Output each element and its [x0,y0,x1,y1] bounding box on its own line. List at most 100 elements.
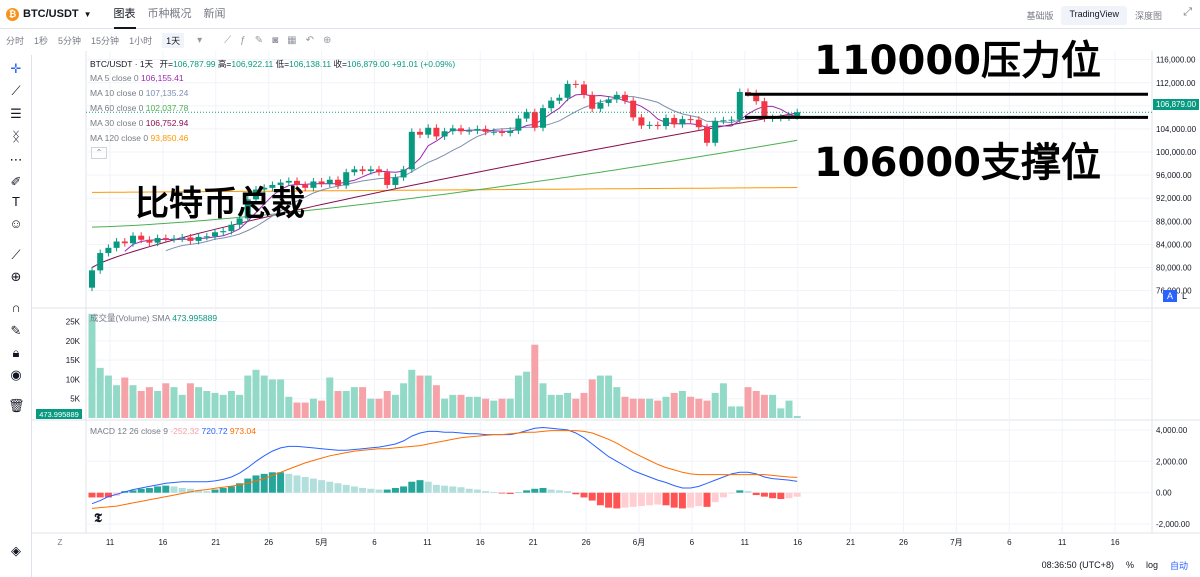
candle-body [761,101,768,119]
ma60-label: MA 60 close 0 [90,103,144,113]
volume-bar [728,406,736,418]
macd-histogram-bar [580,492,588,498]
layers-icon[interactable]: ◈ [11,543,21,558]
macd-histogram-bar [547,489,555,493]
candle-body [203,236,210,238]
add-icon[interactable]: ⊕ [322,34,332,46]
candle-body [376,169,382,173]
candle-body [392,177,399,185]
macd-histogram-bar [646,492,654,506]
volume-bar [547,394,555,418]
x-tick-label: 16 [1111,538,1120,547]
log-toggle[interactable]: log [1145,560,1158,570]
candle-body [146,239,153,243]
trendline-icon[interactable]: ⟋ [11,83,21,98]
text-icon[interactable]: T [12,194,20,209]
expand-icon[interactable]: ⤢ [1183,6,1192,18]
volume-bar [236,394,244,418]
zoom-icon[interactable]: ⊕ [10,269,22,284]
view-basic[interactable]: 基础版 [1026,11,1054,21]
macd-tick-label: 2,000.00 [1156,457,1188,466]
pencil-icon[interactable]: ✎ [254,34,264,46]
macd-histogram-bar [293,475,301,493]
volume-bar [793,416,801,418]
candle-body [326,179,333,184]
volume-bar [121,377,129,418]
pattern-icon[interactable]: ᛝ [12,129,20,144]
legend-title: BTC/USDT · 1天 [90,59,154,69]
view-depth[interactable]: 深度图 [1134,11,1162,21]
interval-1d[interactable]: 1天 [162,32,185,48]
collapse-legend-button[interactable]: ⌃ [91,147,107,159]
candle-body [589,94,596,109]
ma10-label: MA 10 close 0 [90,88,144,98]
macd-histogram-bar [449,486,457,493]
brush-icon[interactable]: ✐ [10,174,22,189]
macd-histogram-bar [490,491,498,493]
tradingview-logo: 𝕿 [94,510,103,525]
view-tradingview[interactable]: TradingView [1061,6,1127,25]
horizontal-lines-icon[interactable]: ☰ [10,106,22,121]
lock-drawing-icon[interactable]: ✎ [10,323,22,338]
volume-bar [711,392,719,418]
volume-bar [391,394,399,418]
volume-bar [203,391,211,418]
volume-bar [104,375,112,418]
auto-scale-button[interactable]: A [1163,290,1178,302]
indicator-icon[interactable]: ƒ [240,34,246,46]
chevron-down-icon[interactable]: ▾ [197,34,203,46]
volume-bar [162,383,170,418]
price-tick-label: 92,000.00 [1156,194,1192,203]
eye-icon[interactable]: ◉ [10,367,22,382]
volume-bar [334,391,342,418]
tab-chart[interactable]: 图表 [113,0,136,29]
volume-bar [596,375,604,418]
volume-bar [744,387,752,418]
candle-body [695,119,702,128]
macd-histogram-bar [752,492,760,496]
fib-icon[interactable]: ⋯ [9,152,23,167]
undo-icon[interactable]: ↶ [305,34,314,46]
volume-bar [219,394,227,418]
symbol-selector[interactable]: ₿ BTC/USDT ▼ [6,7,92,21]
legend-open: 106,787.99 [172,59,216,69]
candle-body [531,112,538,128]
macd-histogram-bar [719,492,727,498]
chart-type-icon[interactable]: ⟋ [224,34,232,46]
tab-news[interactable]: 新闻 [203,8,226,20]
candle-body [548,100,555,109]
camera-icon[interactable]: ◙ [272,34,279,46]
lock-icon[interactable]: 🔒︎ [12,345,20,360]
auto-toggle[interactable]: 自动 [1169,560,1188,571]
magnet-icon[interactable]: ∩ [11,300,21,315]
candle-body [728,119,735,121]
volume-bar [654,400,662,418]
volume-bar [211,392,219,418]
trash-icon[interactable]: 🗑︎ [8,398,25,413]
log-scale-button[interactable]: L [1182,291,1188,301]
last-price-tag: 106,879.00 [1153,99,1200,110]
volume-bar [613,387,621,418]
macd-legend: MACD 12 26 close 9 -252.32 720.72 973.04 [90,426,256,436]
candle-body [458,128,464,132]
interval-1h[interactable]: 1小时 [129,35,153,46]
macd-histogram-bar [203,491,211,493]
interval-5m[interactable]: 5分钟 [58,35,82,46]
interval-15m[interactable]: 15分钟 [91,35,120,46]
candle-body [97,253,104,271]
percent-toggle[interactable]: % [1125,560,1134,570]
ruler-icon[interactable]: ⟋ [11,247,21,262]
volume-bar [260,375,268,418]
macd-histogram-bar [318,480,326,493]
crosshair-icon[interactable]: ✛ [10,61,22,76]
interval-1s[interactable]: 1秒 [34,35,49,46]
tab-coin-overview[interactable]: 币种概况 [147,8,192,20]
volume-value: 473.995889 [172,313,218,323]
calendar-icon[interactable]: ▦ [287,34,297,46]
emoji-icon[interactable]: ☺ [9,216,23,231]
symbol-label: BTC/USDT [23,8,79,20]
interval-timeline[interactable]: 分时 [6,35,25,46]
ohlc-legend: BTC/USDT · 1天 开=106,787.99 高=106,922.11 … [90,58,455,70]
volume-bar [473,396,481,418]
